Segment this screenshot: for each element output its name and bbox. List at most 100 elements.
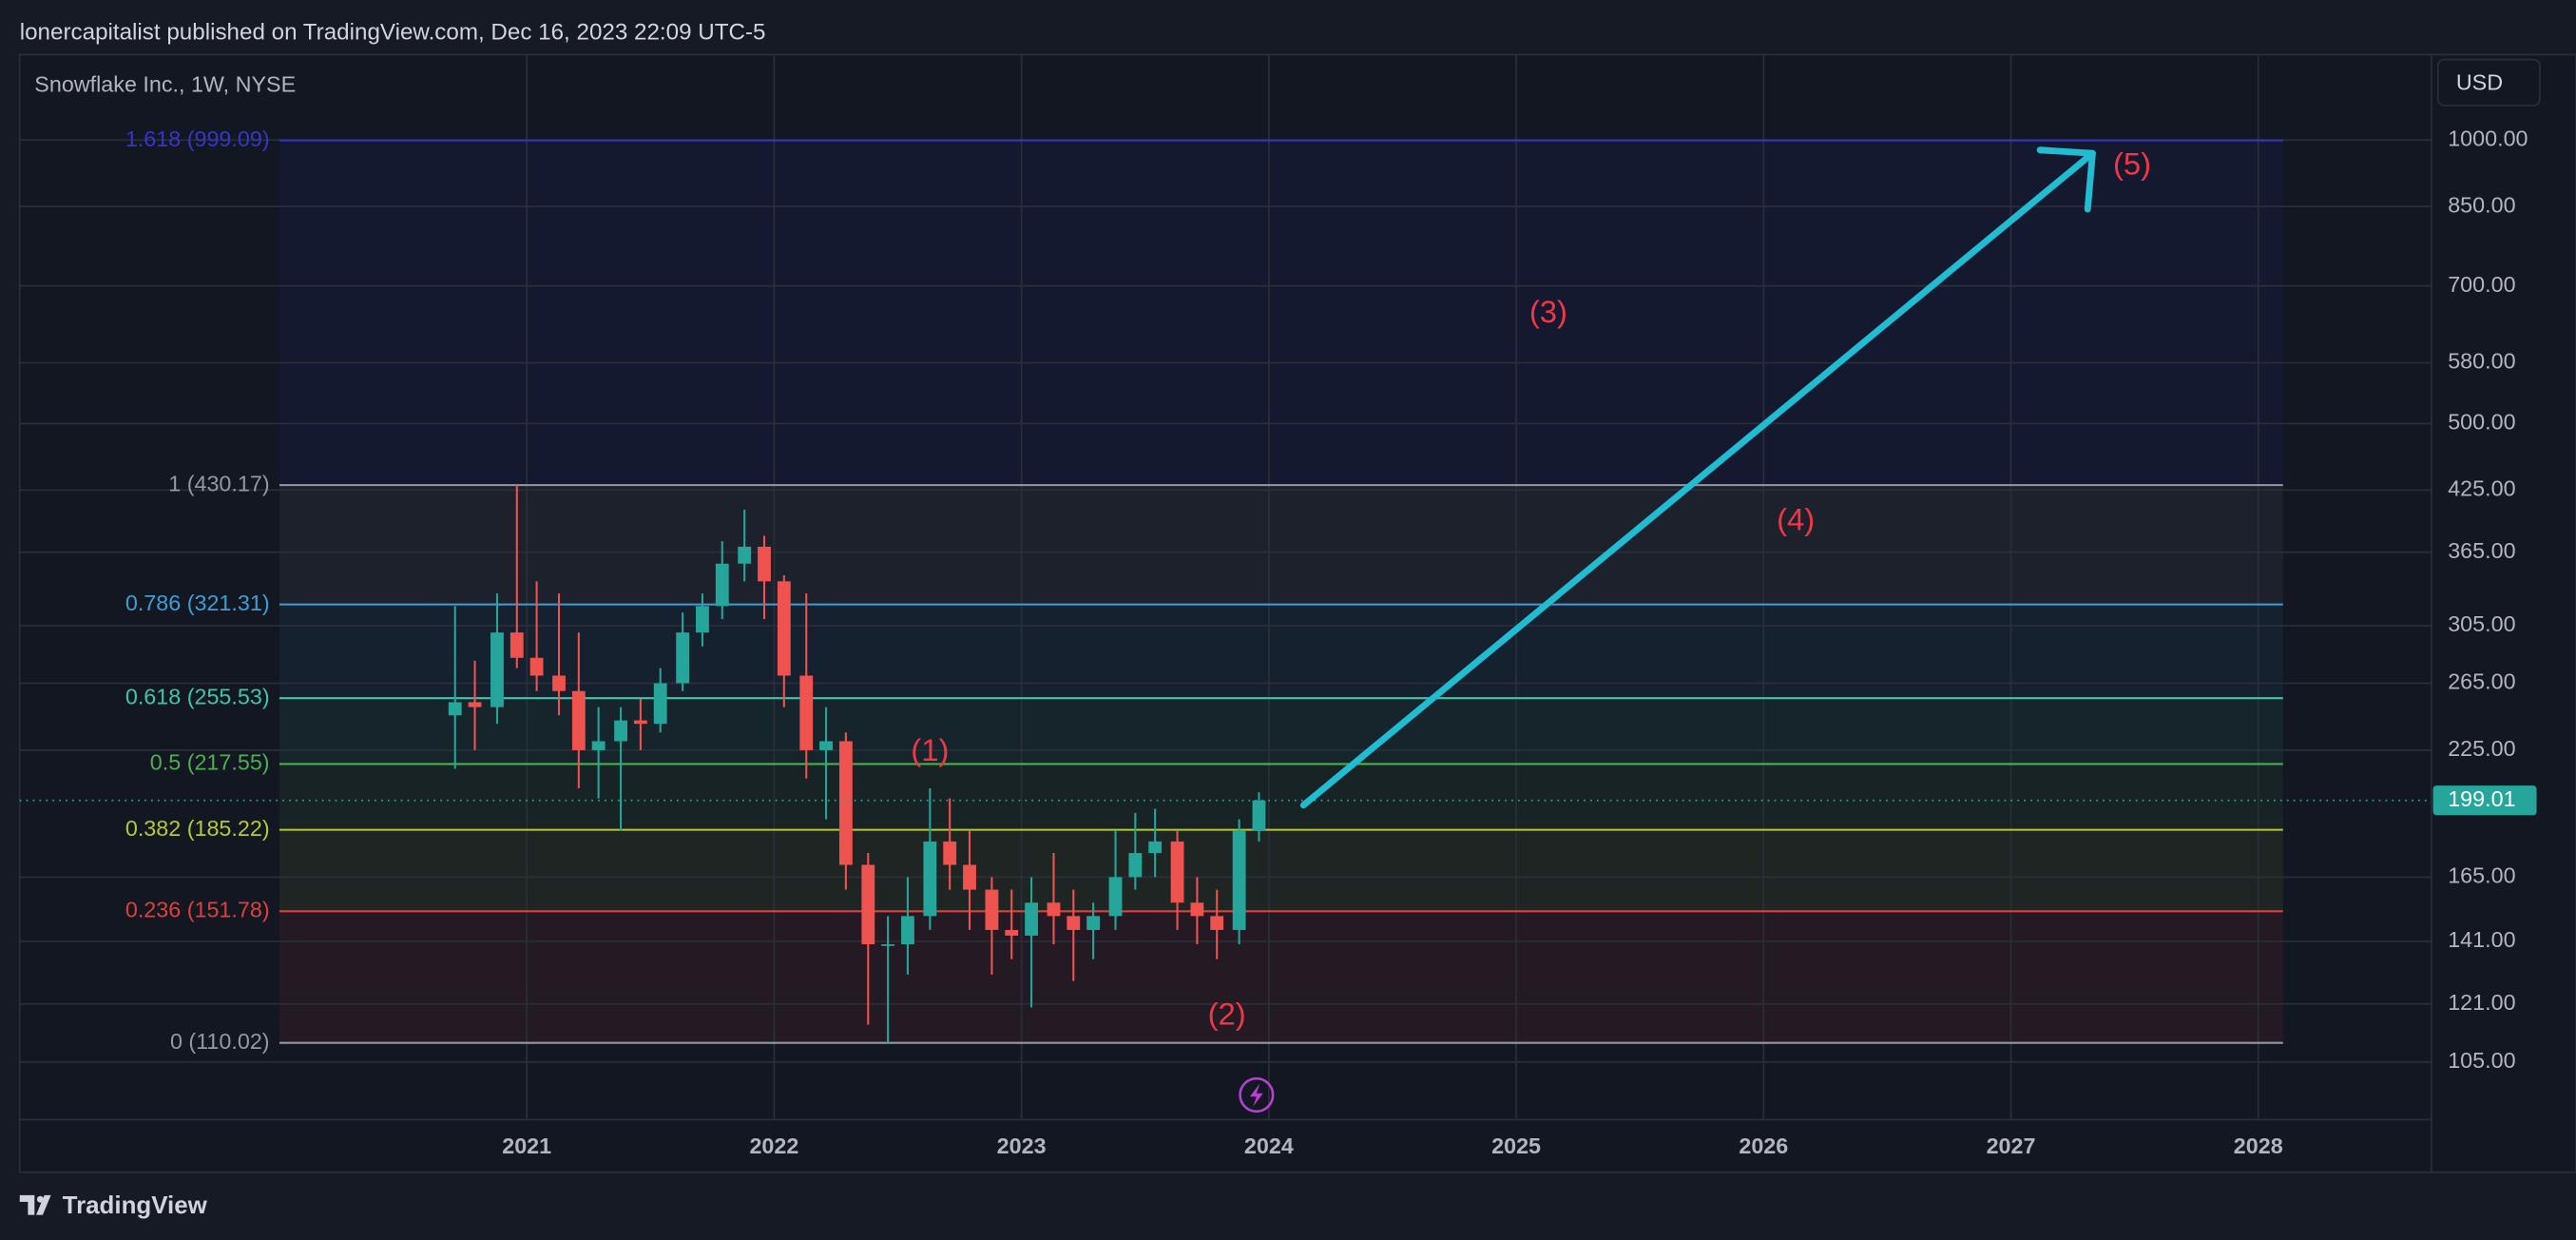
candle-body	[715, 563, 729, 607]
candle-body	[653, 683, 667, 725]
candle-body	[1232, 830, 1246, 930]
y-tick-label: 165.00	[2448, 863, 2515, 888]
candle-body	[1148, 841, 1163, 854]
y-tick-label: 365.00	[2448, 538, 2515, 563]
candle-body	[529, 657, 544, 676]
fib-label: 0.236 (151.78)	[125, 897, 270, 921]
last-price-label: 199.01	[2448, 786, 2515, 811]
fib-band	[279, 604, 2283, 699]
candle-body	[881, 944, 895, 946]
x-tick-label: 2023	[997, 1133, 1047, 1158]
fib-band	[279, 829, 2283, 912]
symbol-legend: Snowflake Inc., 1W, NYSE	[34, 71, 296, 96]
fib-band	[279, 140, 2283, 486]
y-tick-label: 105.00	[2448, 1048, 2515, 1073]
candle-body	[1025, 902, 1038, 936]
candle-body	[614, 720, 627, 742]
y-tick-label: 305.00	[2448, 611, 2515, 636]
fib-band	[279, 485, 2283, 605]
candle-body	[985, 889, 999, 930]
y-tick-label: 121.00	[2448, 990, 2515, 1015]
fib-label: 0.5 (217.55)	[150, 750, 270, 775]
event-icon-bolt	[1249, 1083, 1263, 1107]
candle-body	[923, 841, 937, 917]
candle-body	[1190, 902, 1204, 917]
candle-body	[943, 841, 957, 865]
brand: TradingView	[63, 1192, 208, 1219]
candle-body	[819, 741, 833, 750]
overlay: 2021 2022 2023 2024 2025 2026 2027 2028 1000.00 8…	[19, 126, 2537, 1158]
y-tick-label: 225.00	[2448, 736, 2515, 761]
x-tick-label: 2028	[2234, 1133, 2283, 1158]
candle-body	[838, 741, 853, 865]
last-price-badge	[2432, 785, 2537, 816]
arrow-head	[2036, 146, 2096, 213]
candle-body	[1005, 929, 1019, 936]
candle-body	[1047, 902, 1061, 917]
candle-body	[1252, 800, 1266, 831]
candles	[448, 485, 1266, 1043]
candle-body	[591, 741, 606, 750]
fib-label: 0.786 (321.31)	[125, 591, 270, 615]
candle-body	[1128, 853, 1143, 878]
candle-body	[552, 675, 566, 691]
fib-levels: 1.618 (999.09) 1 (430.17) 0.786 (321.31) 0.…	[125, 126, 2283, 1054]
candle-body	[509, 632, 524, 658]
y-tick-label: 850.00	[2448, 192, 2515, 217]
wave-label: (3)	[1529, 294, 1567, 329]
tradingview-logo	[19, 1194, 51, 1215]
candle-body	[758, 546, 771, 582]
candle-body	[799, 675, 814, 750]
candle-body	[738, 546, 752, 564]
y-tick-label: 1000.00	[2448, 126, 2528, 150]
wave-label: (1)	[911, 732, 949, 767]
fib-label: 1.618 (999.09)	[125, 126, 270, 151]
fib-band	[279, 698, 2283, 765]
x-tick-label: 2021	[502, 1133, 551, 1158]
candle-body	[1170, 841, 1184, 903]
x-tick-label: 2025	[1491, 1133, 1541, 1158]
wave-arrow	[1299, 149, 2096, 809]
y-tick-label: 265.00	[2448, 669, 2515, 694]
wave-label: (4)	[1777, 502, 1815, 537]
wave-label: (5)	[2113, 145, 2151, 181]
chart-pane	[18, 53, 2576, 1173]
fib-band	[279, 911, 2283, 1043]
candle-body	[1108, 877, 1123, 917]
y-tick-label: 425.00	[2448, 475, 2515, 500]
y-tick-label: 141.00	[2448, 927, 2515, 952]
fib-label: 0.618 (255.53)	[125, 684, 270, 708]
candle-body	[1086, 916, 1101, 930]
candle-body	[1210, 916, 1224, 930]
candle-body	[777, 581, 791, 676]
candle-body	[468, 702, 482, 707]
fib-bands	[279, 140, 2283, 1043]
candle-body	[633, 720, 647, 725]
y-tick-label: 700.00	[2448, 272, 2515, 297]
candle-body	[448, 702, 462, 716]
fib-band	[279, 764, 2283, 830]
candle-body	[676, 632, 690, 684]
fib-label: 0 (110.02)	[170, 1029, 270, 1054]
y-tick-label: 500.00	[2448, 410, 2515, 435]
candle-body	[696, 606, 709, 633]
fib-label: 0.382 (185.22)	[125, 816, 270, 841]
candle-body	[1067, 916, 1081, 930]
currency-label[interactable]: USD	[2456, 70, 2503, 95]
x-tick-label: 2022	[749, 1133, 798, 1158]
y-tick-label: 580.00	[2448, 349, 2515, 374]
candle-body	[963, 864, 976, 890]
candle-body	[861, 864, 875, 945]
x-tick-label: 2024	[1244, 1133, 1294, 1158]
candle-body	[490, 632, 504, 707]
candle-body	[571, 690, 586, 750]
wave-label: (2)	[1208, 996, 1246, 1031]
x-tick-label: 2027	[1987, 1133, 2036, 1158]
x-tick-label: 2026	[1739, 1133, 1788, 1158]
fib-label: 1 (430.17)	[168, 471, 269, 495]
event-icon	[1239, 1076, 1275, 1114]
header: lonercapitalist published on TradingView…	[20, 19, 766, 45]
candle-body	[901, 916, 914, 945]
currency-button[interactable]	[2436, 58, 2541, 107]
